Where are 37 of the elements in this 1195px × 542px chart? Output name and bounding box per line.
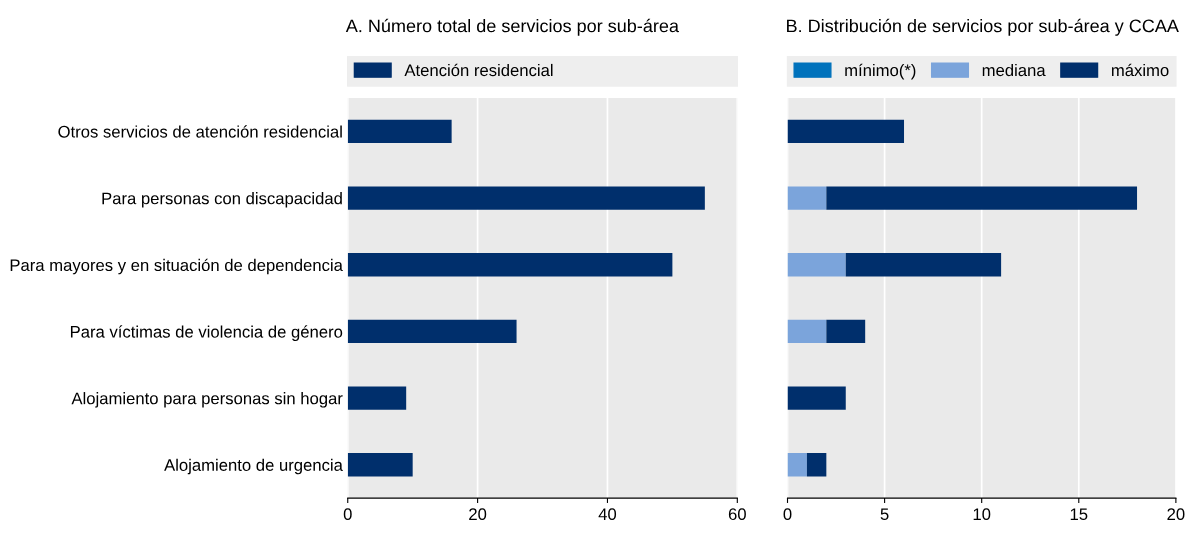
- y-tick-label: Para mayores y en situación de dependencia: [10, 258, 343, 275]
- bar: [787, 386, 846, 410]
- y-tick-label: Alojamiento de urgencia: [164, 458, 343, 475]
- x-tick-label: 5: [880, 508, 889, 521]
- legend-label: Atención residencial: [404, 63, 553, 77]
- bar: [787, 186, 827, 210]
- bar: [347, 386, 407, 410]
- bar: [347, 253, 673, 277]
- bar: [787, 253, 846, 277]
- bar: [806, 453, 827, 477]
- legend-label: máximo: [1111, 63, 1169, 77]
- bar: [347, 453, 413, 477]
- y-tick-label: Alojamiento para personas sin hogar: [71, 392, 343, 408]
- bar: [347, 186, 705, 210]
- y-tick-label: Otros servicios de atención residencial: [58, 125, 342, 138]
- chart-title: A. Número total de servicios por sub-área: [345, 18, 679, 36]
- bar: [787, 319, 827, 344]
- bar: [826, 319, 866, 344]
- x-tick-label: 0: [783, 508, 792, 521]
- x-tick-label: 20: [469, 508, 487, 521]
- x-tick-label: 60: [728, 508, 746, 521]
- bar: [347, 119, 452, 144]
- chart-title: B. Distribución de servicios por sub-área y CCAA: [787, 18, 1179, 36]
- legend-label: mediana: [982, 63, 1046, 77]
- x-tick-label: 40: [598, 508, 617, 521]
- x-tick-label: 20: [1167, 508, 1185, 521]
- bar: [787, 119, 905, 144]
- bar: [845, 253, 1002, 277]
- x-tick-label: 0: [343, 508, 352, 521]
- x-tick-label: 10: [973, 508, 991, 521]
- y-tick-label: Para personas con discapacidad: [102, 192, 342, 208]
- bar: [787, 453, 807, 477]
- y-tick-label: Para víctimas de violencia de género: [70, 325, 343, 342]
- bar: [347, 319, 517, 344]
- legend-label: mínimo(*): [845, 63, 916, 80]
- bar: [826, 186, 1138, 210]
- x-tick-label: 15: [1070, 508, 1088, 521]
